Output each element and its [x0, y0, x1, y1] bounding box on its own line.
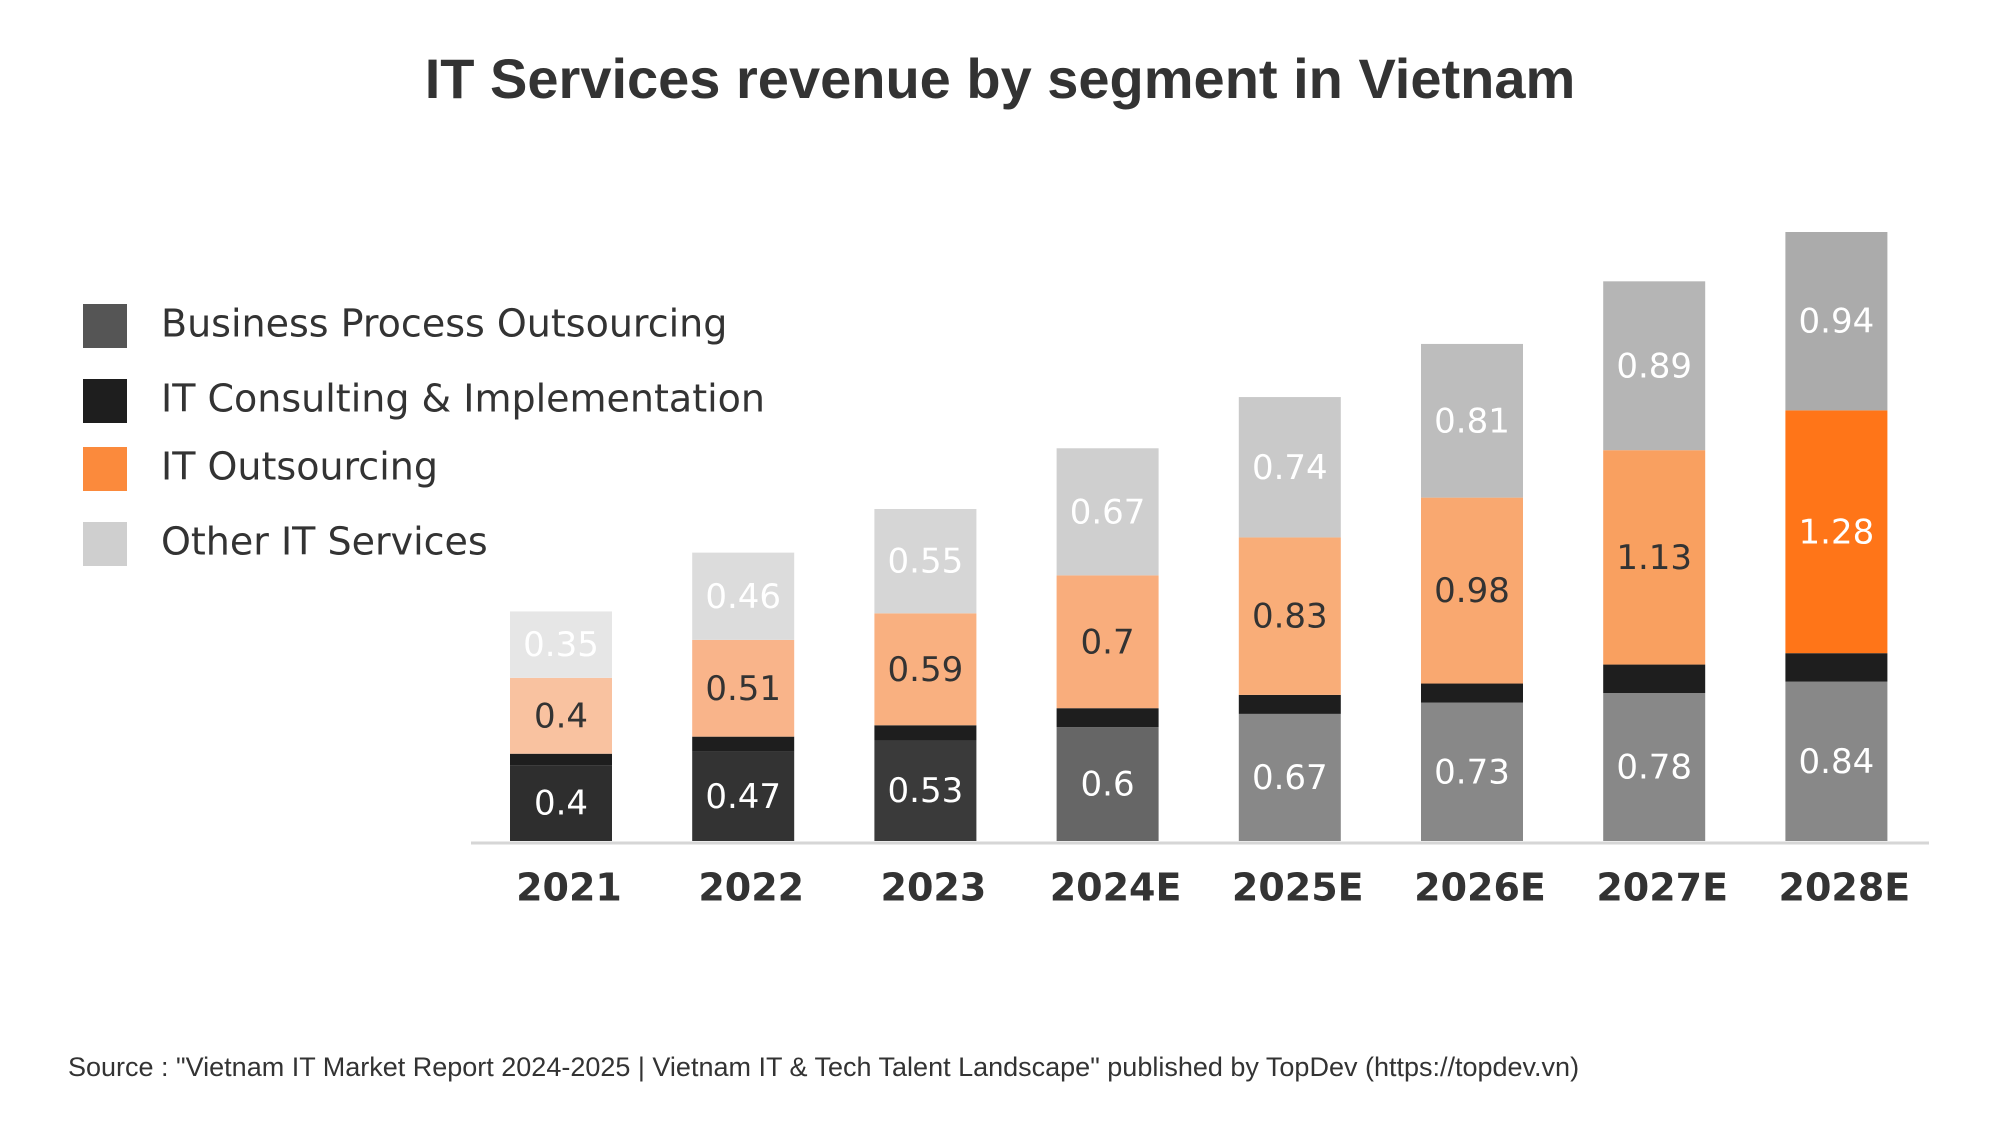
data-label: 0.53	[888, 771, 964, 811]
data-label: 0.84	[1799, 742, 1875, 782]
legend-label: IT Consulting & Implementation	[161, 377, 765, 421]
x-tick-label: 2024E	[1050, 866, 1182, 910]
data-label: 0.6	[1081, 765, 1135, 805]
bar-segment	[1421, 702, 1523, 841]
bar-segment	[1785, 410, 1888, 654]
bar-segment	[1421, 497, 1523, 684]
data-label: 0.51	[705, 669, 781, 709]
bar-segment	[874, 725, 977, 741]
bar-segment	[1056, 708, 1159, 728]
data-label: 0.46	[705, 577, 781, 617]
x-tick-label: 2026E	[1414, 866, 1546, 910]
data-label: 0.83	[1252, 597, 1328, 637]
data-label: 0.47	[705, 777, 781, 817]
data-label: 0.78	[1616, 748, 1692, 788]
data-label: 0.94	[1799, 302, 1875, 342]
data-label: 0.89	[1616, 346, 1692, 386]
bar-segment	[692, 552, 795, 640]
data-label: 0.74	[1252, 448, 1328, 488]
data-label: 0.59	[888, 650, 964, 690]
data-label: 0.7	[1081, 622, 1135, 662]
bar-segment	[1238, 713, 1341, 841]
x-tick-label: 2025E	[1232, 866, 1364, 910]
bar-segment	[1603, 693, 1706, 841]
bar-segment	[874, 508, 977, 614]
x-tick-label: 2023	[881, 866, 987, 910]
data-label: 0.67	[1252, 758, 1328, 798]
bar-segment	[1603, 281, 1706, 451]
bar-segment	[874, 613, 977, 726]
data-label: 0.35	[523, 625, 599, 665]
legend-label: Other IT Services	[161, 520, 488, 564]
bar-segment	[1603, 664, 1706, 694]
bar-segment	[1056, 727, 1159, 841]
bar-segment	[510, 765, 612, 841]
bar-segment	[1238, 537, 1341, 695]
data-label: 0.4	[534, 784, 588, 824]
bar-segment	[1603, 450, 1706, 665]
bar-segment	[1421, 343, 1523, 498]
data-label: 0.55	[888, 542, 964, 582]
chart-title: IT Services revenue by segment in Vietna…	[425, 47, 1576, 110]
data-label: 0.98	[1434, 571, 1510, 611]
bar-segment	[692, 639, 795, 737]
legend-swatch	[83, 379, 127, 423]
bar-segment	[1785, 232, 1888, 411]
bar-segment	[1056, 575, 1159, 709]
bar-segment	[1785, 681, 1888, 841]
bar-segment	[1785, 653, 1888, 682]
legend-label: IT Outsourcing	[161, 445, 438, 489]
bar-segment	[1238, 694, 1341, 714]
x-tick-label: 2027E	[1596, 866, 1728, 910]
bar-segment	[1421, 683, 1523, 703]
bar-segment	[510, 753, 612, 766]
x-tick-label: 2021	[516, 866, 622, 910]
bar-segment	[874, 740, 977, 841]
bar-segment	[692, 751, 795, 841]
data-label: 0.81	[1434, 401, 1510, 441]
legend-label: Business Process Outsourcing	[161, 302, 727, 346]
x-tick-label: 2022	[698, 866, 804, 910]
bar-segment	[1056, 448, 1159, 576]
data-label: 1.13	[1616, 538, 1692, 578]
data-label: 0.73	[1434, 752, 1510, 792]
x-tick-label: 2028E	[1779, 866, 1911, 910]
legend-swatch	[83, 447, 127, 491]
data-label: 1.28	[1799, 512, 1875, 552]
bar-segment	[510, 677, 612, 754]
bar-segment	[1238, 397, 1341, 538]
bar-segment	[510, 611, 612, 678]
data-label: 0.67	[1070, 492, 1146, 532]
source-note: Source : "Vietnam IT Market Report 2024-…	[68, 1052, 1579, 1082]
legend-swatch	[83, 304, 127, 348]
data-label: 0.4	[534, 696, 588, 736]
bar-segment	[692, 736, 795, 752]
legend-swatch	[83, 522, 127, 566]
